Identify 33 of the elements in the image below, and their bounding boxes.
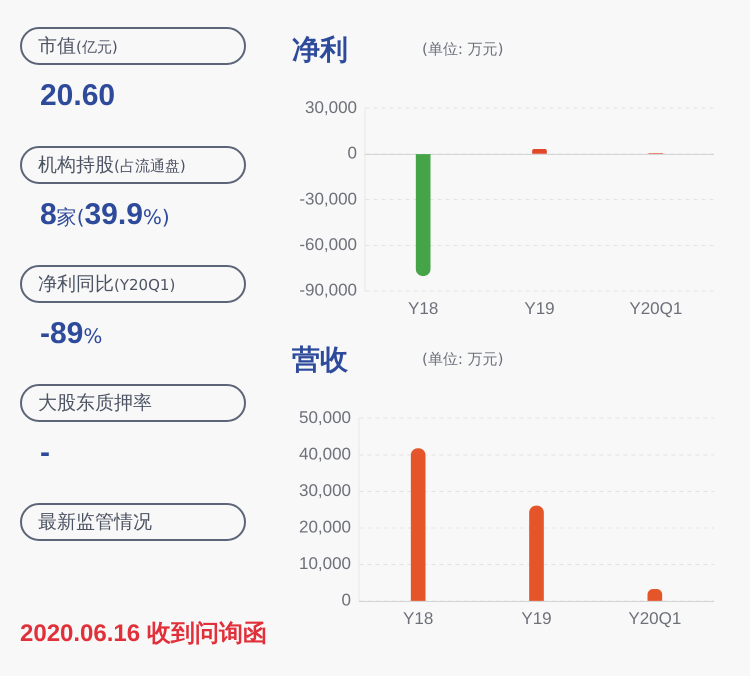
- x-tick-label: Y20Q1: [629, 298, 682, 318]
- x-tick-label: Y18: [408, 298, 438, 318]
- y-tick-label: -90,000: [299, 280, 357, 300]
- category-label: 最新监管情况: [38, 511, 152, 533]
- category-label: 市值(亿元): [38, 35, 118, 57]
- chart-title: 营收: [292, 342, 348, 378]
- text: 8家(39.9%): [40, 198, 170, 231]
- y-tick-label: 30,000: [299, 481, 351, 500]
- text: -: [40, 436, 50, 469]
- chart-subtitle: (单位: 万元): [422, 349, 504, 369]
- y-tick-label: 30,000: [305, 98, 357, 117]
- x-tick-label: Y20Q1: [628, 608, 682, 628]
- bar: [529, 506, 544, 601]
- y-tick-label: 40,000: [299, 444, 351, 464]
- category-label: 净利同比(Y20Q1): [38, 273, 176, 295]
- y-tick-label: -60,000: [299, 234, 357, 254]
- y-tick-label: 0: [342, 590, 351, 610]
- category-label: 机构持股(占流通盘): [38, 154, 186, 176]
- x-tick-label: Y19: [524, 298, 555, 318]
- text: 2020.06.16 收到问询函: [20, 619, 267, 649]
- x-tick-label: Y18: [403, 608, 434, 628]
- category-label: 大股东质押率: [38, 392, 152, 414]
- y-tick-label: 50,000: [299, 408, 351, 427]
- bar: [410, 448, 426, 601]
- text: 20.60: [40, 79, 116, 112]
- chart-title: 净利: [292, 32, 348, 68]
- y-tick-label: 0: [348, 144, 357, 163]
- text: -89%: [40, 317, 102, 350]
- y-tick-label: -30,000: [299, 189, 357, 208]
- x-tick-label: Y19: [521, 608, 552, 628]
- y-tick-label: 10,000: [299, 554, 351, 574]
- y-tick-label: 20,000: [299, 518, 351, 537]
- chart-subtitle: (单位: 万元): [422, 39, 504, 59]
